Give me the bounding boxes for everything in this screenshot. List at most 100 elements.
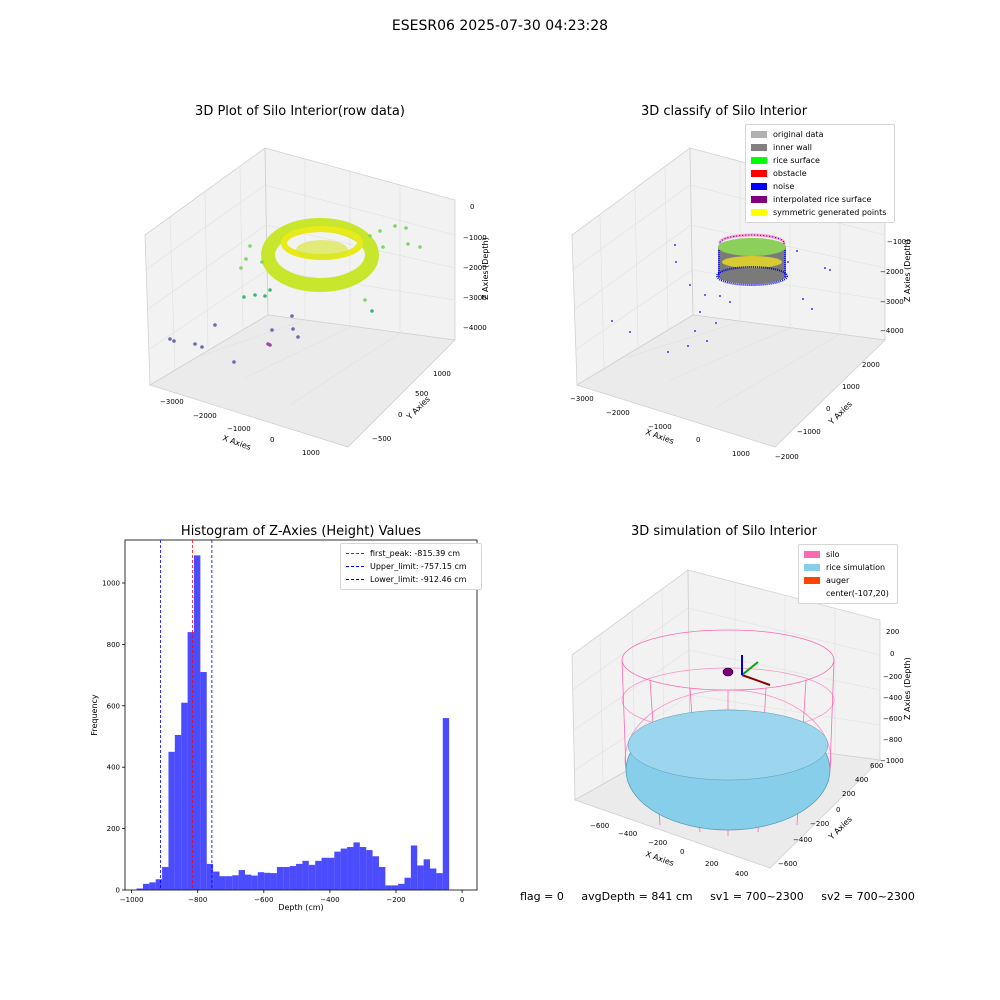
- histogram-xtick-label: −400: [320, 896, 339, 904]
- classify-point-cloud: [611, 233, 831, 353]
- histogram-bar: [264, 872, 271, 890]
- histogram-bar: [219, 876, 226, 890]
- histogram-bar: [321, 857, 328, 890]
- simulation-ytick: 600: [870, 762, 883, 770]
- simulation-ztick: 0: [890, 650, 894, 658]
- histogram-bar: [162, 866, 169, 890]
- classify-legend-item: rice surface: [751, 154, 889, 167]
- histogram-bar: [155, 879, 163, 890]
- classify-legend-swatch: [751, 196, 767, 203]
- classify-rice-surface: [718, 238, 786, 256]
- histogram-bar: [436, 873, 443, 890]
- classify-legend-swatch: [751, 144, 767, 151]
- histogram-ylabel: Frequency: [90, 694, 99, 736]
- histogram-bar: [398, 883, 405, 890]
- classify-ztick: −3000: [880, 298, 904, 306]
- simulation-ytick: 200: [842, 790, 855, 798]
- histogram-xtick-label: 0: [460, 896, 464, 904]
- raw-ytick: 1000: [433, 370, 451, 378]
- histogram-bar: [276, 866, 284, 890]
- classify-ytick: −1000: [797, 428, 821, 436]
- histogram-bar: [315, 860, 322, 890]
- histogram-bar: [193, 555, 201, 890]
- raw-xtick: −2000: [193, 412, 217, 420]
- simulation-legend-swatch: [804, 590, 820, 597]
- histogram-bar: [283, 866, 290, 890]
- simulation-ztick: −600: [883, 715, 902, 723]
- simulation-ytick: 0: [836, 806, 840, 814]
- raw-ztick: 0: [470, 203, 474, 211]
- simulation-legend-item: auger: [804, 574, 892, 587]
- simulation-legend-label: rice simulation: [826, 563, 886, 572]
- raw-ytick: 500: [415, 390, 428, 398]
- histogram-legend-line: [346, 579, 364, 580]
- histogram-bar: [347, 847, 354, 890]
- classify-legend-swatch: [751, 209, 767, 216]
- raw-ytick: −500: [372, 435, 391, 443]
- flag-text: flag = 0: [520, 890, 564, 903]
- classify-ztick: −4000: [880, 327, 904, 335]
- histogram-bar: [257, 872, 265, 890]
- histogram-bar: [423, 859, 431, 890]
- histogram-bar: [359, 847, 367, 890]
- histogram-bar: [238, 870, 246, 890]
- classify-xtick: −1000: [648, 423, 672, 431]
- classify-legend-swatch: [751, 170, 767, 177]
- classify-legend-label: noise: [773, 182, 795, 191]
- histogram-bar: [200, 672, 207, 890]
- classify-xtick: 1000: [732, 450, 750, 458]
- status-footer: flag = 0 avgDepth = 841 cm sv1 = 700~230…: [520, 890, 929, 903]
- simulation-xtick: −600: [590, 822, 609, 830]
- classify-legend-item: interpolated rice surface: [751, 193, 889, 206]
- classify-legend-swatch: [751, 157, 767, 164]
- simulation-legend-swatch: [804, 564, 820, 571]
- simulation-legend-label: center(-107,20): [826, 589, 889, 598]
- classify-legend-item: noise: [751, 180, 889, 193]
- raw-ztick: −2000: [463, 264, 487, 272]
- raw-floor-pane: [149, 314, 456, 448]
- classify-xtick: −2000: [606, 409, 630, 417]
- histogram-legend-label: Upper_limit: -757.15 cm: [370, 562, 467, 571]
- simulation-ytick: −400: [793, 836, 812, 844]
- raw-xtick: 0: [270, 436, 274, 444]
- histogram-ytick-label: 800: [107, 641, 120, 649]
- histogram-bar: [366, 850, 373, 890]
- histogram-bar: [378, 866, 386, 890]
- histogram-bar: [385, 885, 392, 890]
- classify-legend-swatch: [751, 183, 767, 190]
- histogram-legend: first_peak: -815.39 cm Upper_limit: -757.…: [340, 543, 482, 590]
- simulation-legend-label: silo: [826, 550, 840, 559]
- histogram-bar: [391, 885, 399, 890]
- simulation-xtick: −200: [648, 839, 667, 847]
- histogram-ytick-label: 600: [107, 702, 120, 710]
- raw-point-cloud: [168, 218, 422, 364]
- histogram-xlabel: Depth (cm): [278, 903, 323, 912]
- classify-ytick: 0: [826, 405, 830, 413]
- classify-legend-label: rice surface: [773, 156, 820, 165]
- simulation-auger: [722, 655, 771, 686]
- simulation-legend-swatch: [804, 577, 820, 584]
- classify-legend-label: inner wall: [773, 143, 813, 152]
- raw-ztick: −4000: [463, 324, 487, 332]
- histogram-bar: [296, 863, 303, 890]
- simulation-center-marker: [722, 667, 734, 677]
- classify-legend-label: original data: [773, 130, 824, 139]
- simulation-ztick: 200: [886, 628, 899, 636]
- histogram-bar: [251, 875, 258, 890]
- simulation-ytick: −200: [810, 820, 829, 828]
- classify-legend: original data inner wall rice surface obsta…: [745, 124, 895, 223]
- histogram-legend-line: [346, 553, 364, 554]
- simulation-xtick: 400: [735, 870, 748, 878]
- simulation-legend-swatch: [804, 551, 820, 558]
- simulation-zlabel: Z Axies (Depth): [903, 657, 912, 720]
- histogram-bar: [430, 868, 437, 890]
- histogram-bar: [206, 863, 214, 890]
- histogram-ytick-label: 0: [116, 887, 120, 895]
- histogram-xtick-label: −1000: [120, 896, 144, 904]
- raw-xtick: −3000: [160, 398, 184, 406]
- classify-xtick: 0: [696, 436, 700, 444]
- histogram-bar: [289, 866, 297, 890]
- simulation-xtick: −400: [618, 830, 637, 838]
